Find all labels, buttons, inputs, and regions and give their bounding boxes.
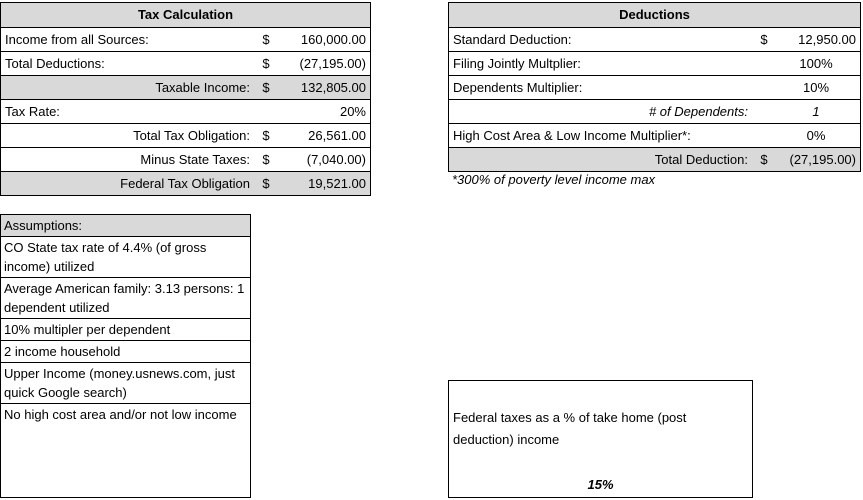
row: Filing Jointly Multplier: 100% [449, 51, 860, 75]
value: (27,195.00) [299, 56, 367, 71]
currency: $ [262, 80, 270, 95]
currency: $ [262, 32, 270, 47]
value: 12,950.00 [798, 32, 856, 47]
currency [752, 76, 776, 99]
assumption: CO State tax rate of 4.4% (of gross inco… [1, 236, 250, 277]
tax-table: Tax Calculation Income from all Sources:… [0, 2, 371, 196]
currency: $ [262, 56, 270, 71]
currency: $ [760, 32, 768, 47]
currency [254, 100, 278, 123]
currency: $ [760, 152, 768, 167]
currency [752, 100, 776, 123]
currency: $ [262, 176, 270, 191]
row: Tax Rate: 20% [1, 99, 370, 123]
assumption: Upper Income (money.usnews.com, just qui… [1, 362, 250, 403]
value: 100% [799, 56, 833, 71]
value: 160,000.00 [300, 32, 366, 47]
label: Total Tax Obligation: [133, 128, 250, 143]
label: High Cost Area & Low Income Multiplier*: [453, 128, 691, 143]
summary-value: 15% [587, 477, 614, 492]
label: Dependents Multiplier: [453, 80, 583, 95]
label: Total Deductions: [5, 56, 105, 71]
value: 1 [812, 104, 820, 119]
summary-box: Federal taxes as a % of take home (post … [448, 380, 753, 498]
value: 132,805.00 [300, 80, 366, 95]
row: Dependents Multiplier: 10% [449, 75, 860, 99]
row: Minus State Taxes: $ (7,040.00) [1, 147, 370, 171]
label: Filing Jointly Multplier: [453, 56, 581, 71]
row: Total Tax Obligation: $26,561.00 [1, 123, 370, 147]
label: Tax Rate: [5, 104, 60, 119]
assumptions-title: Assumptions: [1, 215, 250, 236]
summary-text: Federal taxes as a % of take home (post … [453, 410, 687, 447]
assumption: Average American family: 3.13 persons: 1… [1, 277, 250, 318]
value: 26,561.00 [308, 128, 366, 143]
row: Standard Deduction: $12,950.00 [449, 27, 860, 51]
row: Total Deductions: $ (27,195.00) [1, 51, 370, 75]
currency: $ [262, 128, 270, 143]
currency: $ [262, 152, 270, 167]
value: 0% [806, 128, 826, 143]
row: Federal Tax Obligation $19,521.00 [1, 171, 370, 195]
row: Taxable Income: $132,805.00 [1, 75, 370, 99]
assumptions: Assumptions: CO State tax rate of 4.4% (… [0, 214, 251, 498]
label: Minus State Taxes: [140, 152, 250, 167]
assumption: No high cost area and/or not low income [1, 403, 250, 425]
label: Federal Tax Obligation [120, 176, 250, 191]
header: Tax Calculation [1, 3, 370, 27]
header: Deductions [449, 3, 860, 27]
value: 20% [339, 104, 366, 119]
label: Standard Deduction: [453, 32, 572, 47]
row: Income from all Sources: $160,000.00 [1, 27, 370, 51]
currency [752, 52, 776, 75]
deductions-table: Deductions Standard Deduction: $12,950.00… [448, 2, 861, 172]
label: Taxable Income: [155, 80, 250, 95]
label: # of Dependents: [648, 104, 748, 119]
value: 19,521.00 [308, 176, 366, 191]
note: *300% of poverty level income max [452, 172, 656, 187]
label: Income from all Sources: [5, 32, 149, 47]
row: High Cost Area & Low Income Multiplier*:… [449, 123, 860, 147]
row: Total Deduction: $ (27,195.00) [449, 147, 860, 171]
value: 10% [802, 80, 830, 95]
assumption: 10% multipler per dependent [1, 318, 250, 340]
currency [752, 124, 776, 147]
label: Total Deduction: [654, 152, 748, 167]
row: # of Dependents: 1 [449, 99, 860, 123]
value: (7,040.00) [306, 152, 366, 167]
assumption: 2 income household [1, 340, 250, 362]
value: (27,195.00) [789, 152, 857, 167]
